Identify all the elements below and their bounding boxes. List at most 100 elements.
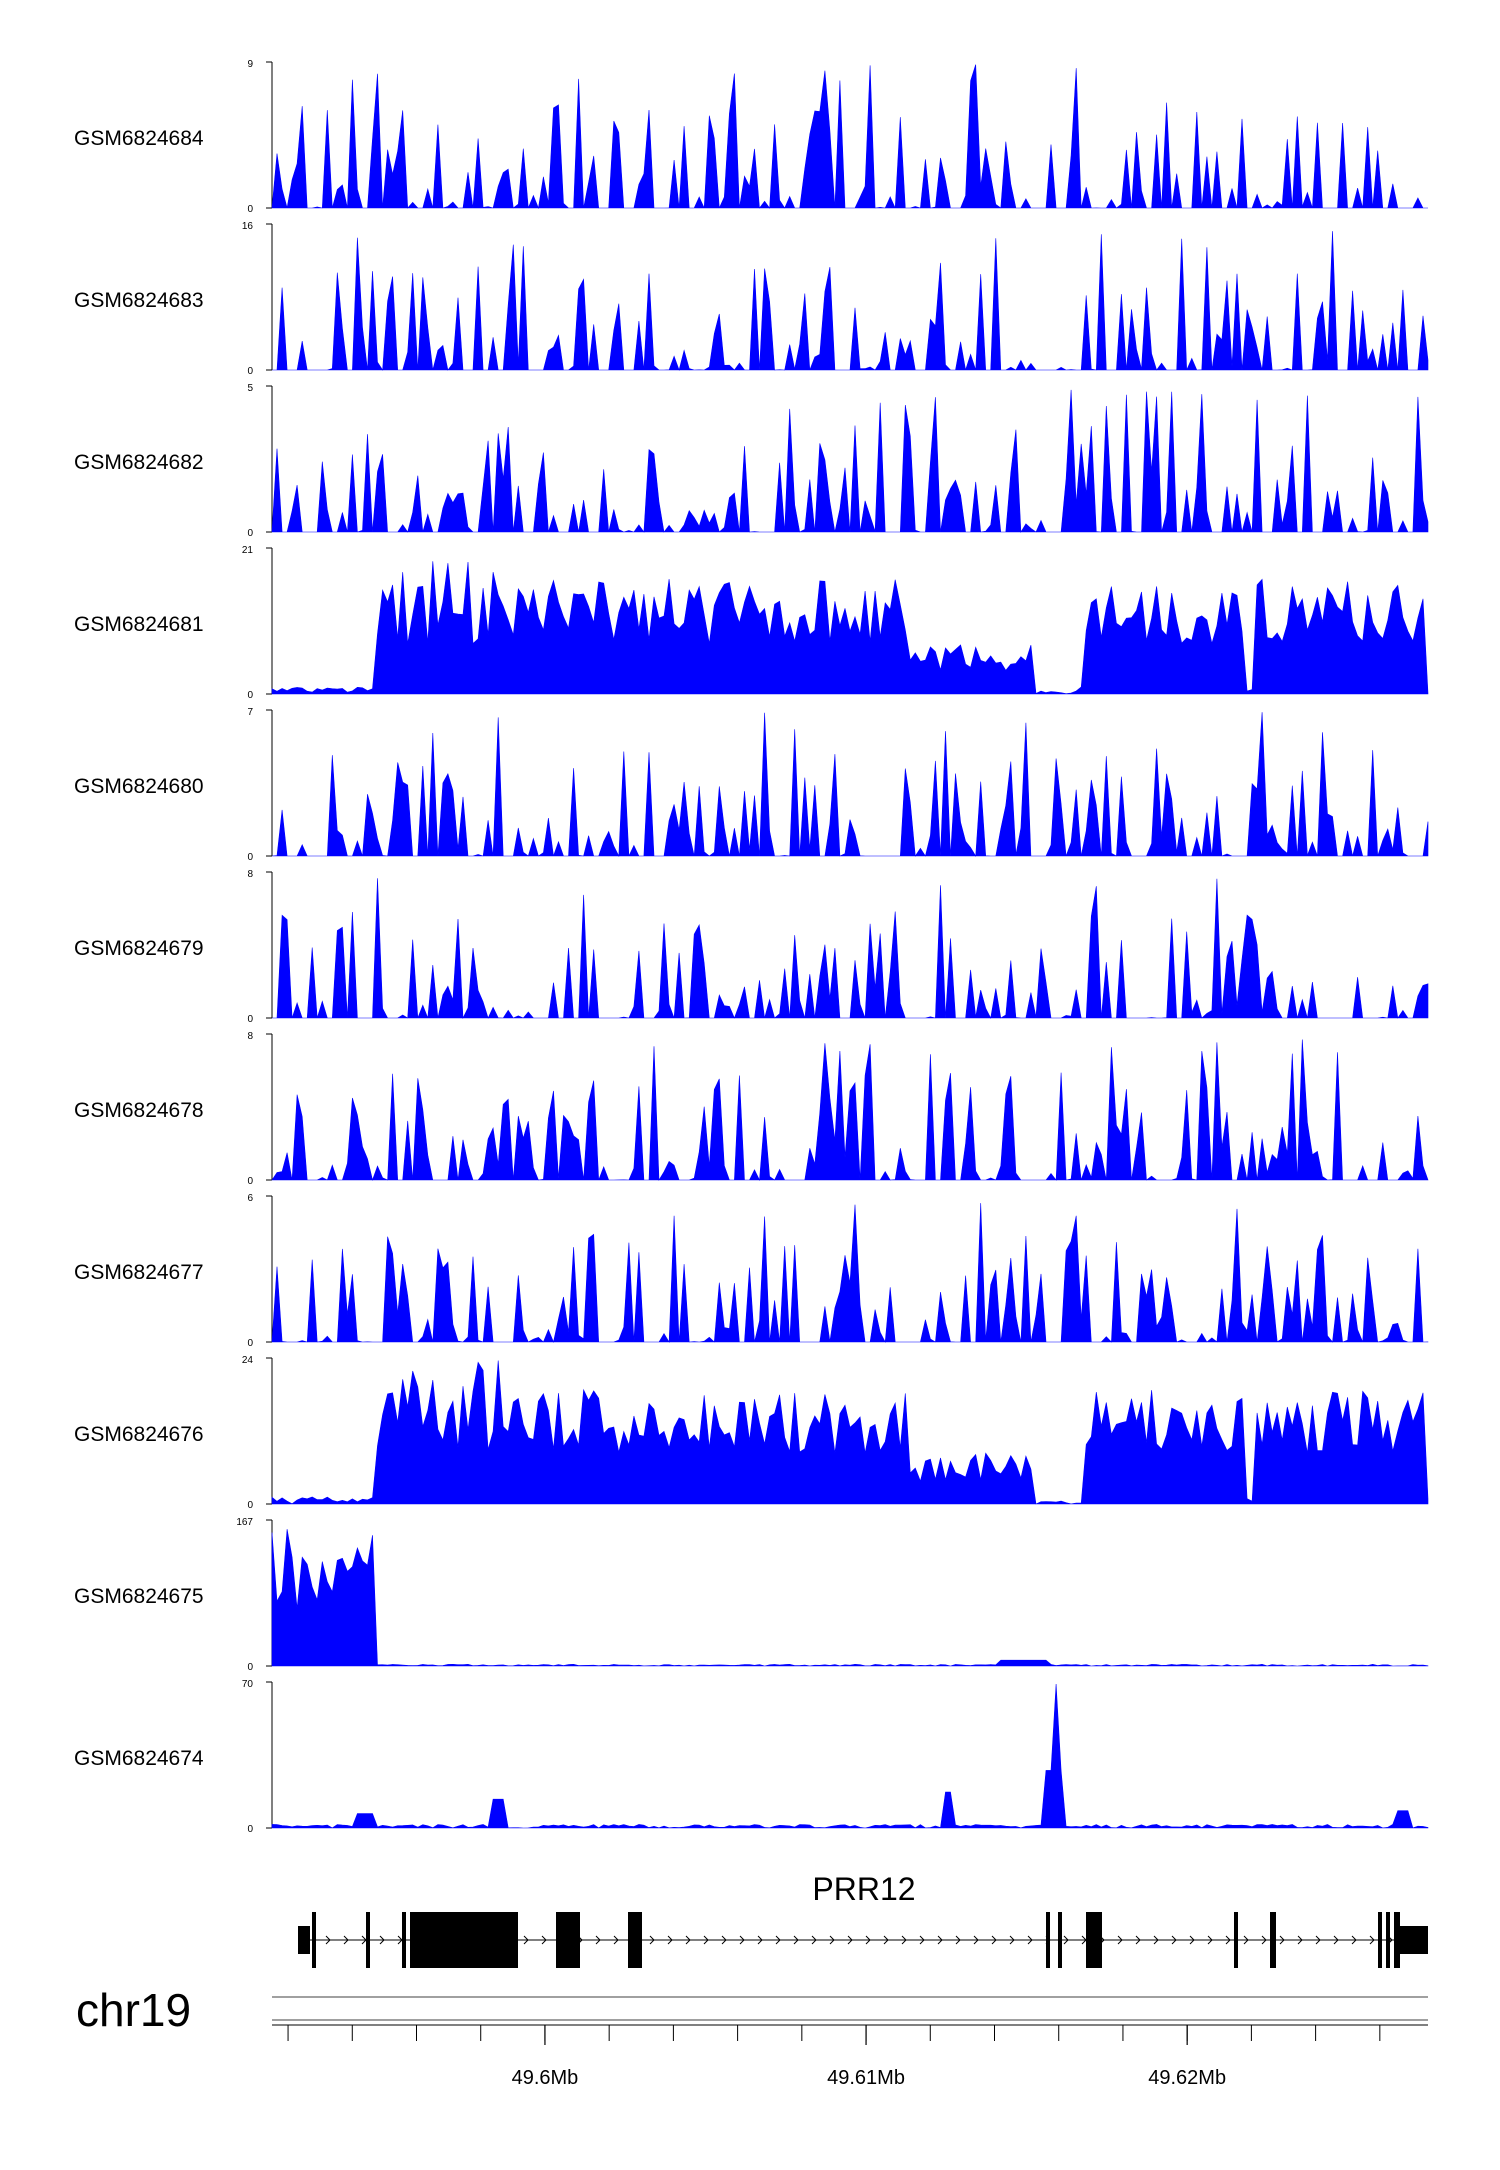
strand-arrow (1351, 1935, 1357, 1945)
strand-arrow (883, 1935, 889, 1945)
y-min-label: 0 (247, 204, 253, 215)
strand-arrow (1063, 1935, 1069, 1945)
strand-arrow (613, 1935, 619, 1945)
strand-arrow (685, 1935, 691, 1945)
coverage-area (272, 878, 1429, 1020)
y-min-label: 0 (247, 1500, 253, 1511)
strand-arrow (829, 1935, 835, 1945)
track-GSM6824677: GSM6824677 6 0 (74, 1193, 1429, 1349)
exon-block (402, 1912, 406, 1968)
track-label: GSM6824683 (74, 289, 204, 312)
strand-arrow (1279, 1935, 1285, 1945)
exon-block (1394, 1912, 1400, 1968)
strand-arrow (919, 1935, 925, 1945)
x-tick-label: 49.62Mb (1148, 2067, 1226, 2089)
exon-block (628, 1912, 642, 1968)
strand-arrow (1027, 1935, 1033, 1945)
track-label: GSM6824679 (74, 937, 204, 960)
track-label: GSM6824680 (74, 775, 204, 798)
strand-arrow (937, 1935, 943, 1945)
track-GSM6824679: GSM6824679 8 0 (74, 869, 1429, 1025)
track-GSM6824684: GSM6824684 9 0 (74, 59, 1428, 215)
coverage-area (271, 389, 1429, 533)
strand-arrow (1369, 1935, 1375, 1945)
strand-arrow (1117, 1935, 1123, 1945)
y-min-label: 0 (247, 366, 253, 377)
strand-arrow (541, 1935, 547, 1945)
strand-arrow (1225, 1935, 1231, 1945)
coverage-area (271, 64, 1428, 210)
y-min-label: 0 (247, 1338, 253, 1349)
strand-arrow (847, 1935, 853, 1945)
strand-arrow (703, 1935, 709, 1945)
exon-block (1086, 1912, 1102, 1968)
exon-block (366, 1912, 370, 1968)
strand-arrow (667, 1935, 673, 1945)
strand-arrow (721, 1935, 727, 1945)
strand-arrow (793, 1935, 799, 1945)
y-max-label: 6 (247, 1193, 253, 1204)
strand-arrow (1135, 1935, 1141, 1945)
strand-arrow (1189, 1935, 1195, 1945)
track-GSM6824681: GSM6824681 21 0 (74, 545, 1429, 701)
strand-arrow (1261, 1935, 1267, 1945)
y-max-label: 9 (247, 59, 253, 70)
strand-arrow (1207, 1935, 1213, 1945)
coverage-area (271, 561, 1429, 695)
track-label: GSM6824678 (74, 1099, 204, 1122)
coverage-area (271, 1039, 1429, 1182)
strand-arrow (1297, 1935, 1303, 1945)
gene-track: PRR12 (298, 1871, 1428, 1968)
strand-arrow (1243, 1935, 1249, 1945)
strand-arrow (901, 1935, 907, 1945)
strand-arrow (649, 1935, 655, 1945)
gene-model-prr12 (298, 1912, 1428, 1968)
exon-block (298, 1926, 310, 1954)
track-GSM6824674: GSM6824674 70 0 (74, 1679, 1429, 1835)
exon-block (410, 1912, 518, 1968)
strand-arrow (811, 1935, 817, 1945)
strand-arrow (973, 1935, 979, 1945)
strand-arrow (1153, 1935, 1159, 1945)
strand-arrow (595, 1935, 601, 1945)
y-max-label: 16 (242, 221, 254, 232)
coverage-area (271, 1203, 1429, 1344)
strand-arrow (523, 1935, 529, 1945)
track-label: GSM6824674 (74, 1747, 204, 1770)
exon-block (556, 1912, 580, 1968)
track-GSM6824678: GSM6824678 8 0 (74, 1031, 1429, 1187)
coverage-area (271, 1683, 1429, 1829)
strand-arrow (1171, 1935, 1177, 1945)
track-GSM6824676: GSM6824676 24 0 (74, 1355, 1429, 1511)
y-max-label: 8 (247, 1031, 253, 1042)
strand-arrow (343, 1935, 349, 1945)
x-tick-label: 49.6Mb (512, 2067, 579, 2089)
genome-axis: chr19 49.6Mb 49.61Mb 49.62Mb (76, 1984, 1428, 2089)
y-max-label: 7 (247, 707, 253, 718)
y-min-label: 0 (247, 528, 253, 539)
strand-arrow (1333, 1935, 1339, 1945)
y-max-label: 24 (242, 1355, 254, 1366)
exon-block (1270, 1912, 1276, 1968)
y-min-label: 0 (247, 852, 253, 863)
y-max-label: 70 (242, 1679, 254, 1690)
exon-block (1386, 1912, 1390, 1968)
y-max-label: 5 (247, 383, 253, 394)
gene-name-label: PRR12 (812, 1871, 915, 1907)
strand-arrow (757, 1935, 763, 1945)
track-label: GSM6824676 (74, 1423, 204, 1446)
strand-arrow (991, 1935, 997, 1945)
exon-block (1234, 1912, 1238, 1968)
exon-block (1046, 1912, 1050, 1968)
track-GSM6824680: GSM6824680 7 0 (74, 707, 1429, 863)
y-min-label: 0 (247, 1014, 253, 1025)
track-GSM6824682: GSM6824682 5 0 (74, 383, 1429, 539)
strand-arrow (739, 1935, 745, 1945)
track-label: GSM6824684 (74, 127, 204, 150)
track-GSM6824675: GSM6824675 167 0 (74, 1517, 1429, 1673)
exon-block (1058, 1912, 1062, 1968)
y-max-label: 8 (247, 869, 253, 880)
track-label: GSM6824675 (74, 1585, 204, 1608)
coverage-tracks: GSM682468490GSM6824683160GSM682468250GSM… (74, 59, 1429, 1835)
